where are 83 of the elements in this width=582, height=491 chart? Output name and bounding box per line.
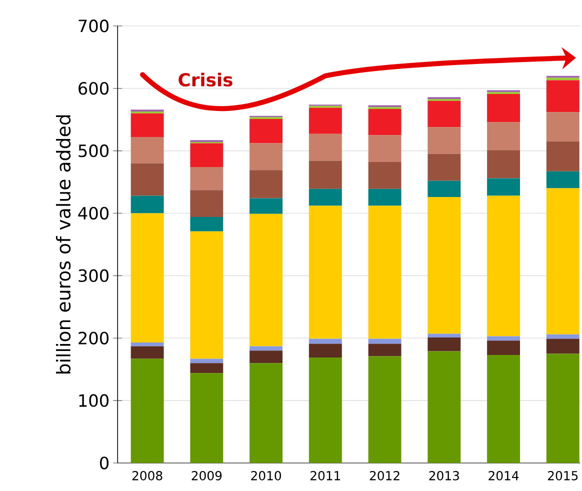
bar	[130, 163, 164, 196]
bar	[130, 196, 164, 214]
bar	[428, 126, 461, 154]
bar	[368, 344, 402, 356]
annotation: Crisis	[178, 72, 232, 86]
bar	[130, 136, 164, 164]
y-tick-label: 300	[78, 269, 109, 282]
bar	[428, 334, 461, 338]
bar	[130, 213, 164, 342]
bar	[130, 346, 164, 359]
bar	[368, 108, 402, 135]
bar	[190, 166, 224, 190]
bar	[250, 350, 283, 363]
bar	[250, 362, 283, 463]
bar	[487, 340, 520, 355]
y-tick-label: 500	[78, 144, 109, 157]
x-tick-label: 2009	[192, 470, 222, 480]
bar	[428, 337, 461, 352]
x-tick-label: 2015	[548, 470, 578, 480]
bar	[250, 170, 283, 198]
bar	[428, 196, 461, 334]
bar	[546, 188, 580, 334]
y-tick-label: 200	[78, 332, 109, 344]
bar	[130, 358, 164, 463]
bar	[428, 100, 461, 127]
bar	[368, 188, 402, 206]
bar	[546, 78, 580, 80]
bar	[250, 118, 283, 144]
bar	[546, 80, 580, 112]
y-tick-label: 0	[100, 456, 109, 470]
bar	[130, 342, 164, 346]
bar	[428, 154, 461, 181]
x-tick-label: 2014	[488, 470, 519, 480]
y-axis-title: billion euros of value added	[56, 115, 71, 374]
bar	[308, 338, 342, 344]
y-tick-label: 700	[78, 19, 109, 32]
bar	[368, 134, 402, 162]
bar	[487, 178, 520, 196]
bar	[130, 113, 164, 137]
x-tick-label: 2013	[429, 470, 459, 480]
bar	[308, 160, 342, 189]
bar	[190, 190, 224, 217]
bar	[190, 362, 224, 373]
x-tick-label: 2012	[370, 470, 400, 480]
bar	[308, 206, 342, 339]
bar	[308, 344, 342, 358]
bar	[546, 171, 580, 188]
bar	[308, 357, 342, 463]
bar	[546, 354, 580, 463]
bar	[487, 336, 520, 340]
bar	[487, 94, 520, 122]
y-tick-label: 600	[78, 82, 109, 95]
bar	[190, 216, 224, 232]
bar	[487, 196, 520, 336]
y-tick-label: 100	[79, 394, 109, 407]
bar	[546, 338, 580, 354]
bar	[190, 231, 224, 359]
x-tick-label: 2008	[132, 470, 162, 480]
bar	[428, 351, 461, 463]
bar	[368, 162, 402, 189]
bar	[428, 180, 461, 197]
bar	[368, 356, 402, 463]
bar	[308, 188, 342, 206]
bar	[487, 150, 520, 178]
y-tick-label: 400	[78, 206, 109, 220]
bar	[368, 338, 402, 344]
bar	[487, 122, 520, 150]
bar	[250, 214, 283, 346]
x-tick-label: 2011	[310, 470, 340, 480]
bar	[487, 354, 520, 463]
x-tick-label: 2010	[251, 470, 282, 480]
bar	[190, 143, 224, 167]
bar	[308, 134, 342, 161]
bar	[250, 143, 283, 170]
bar	[190, 358, 224, 363]
bar	[190, 372, 224, 463]
bar	[546, 112, 580, 142]
bar	[546, 334, 580, 339]
bar	[250, 198, 283, 214]
bar	[308, 108, 342, 134]
bar	[546, 141, 580, 172]
bar	[250, 346, 283, 350]
bar	[368, 206, 402, 339]
